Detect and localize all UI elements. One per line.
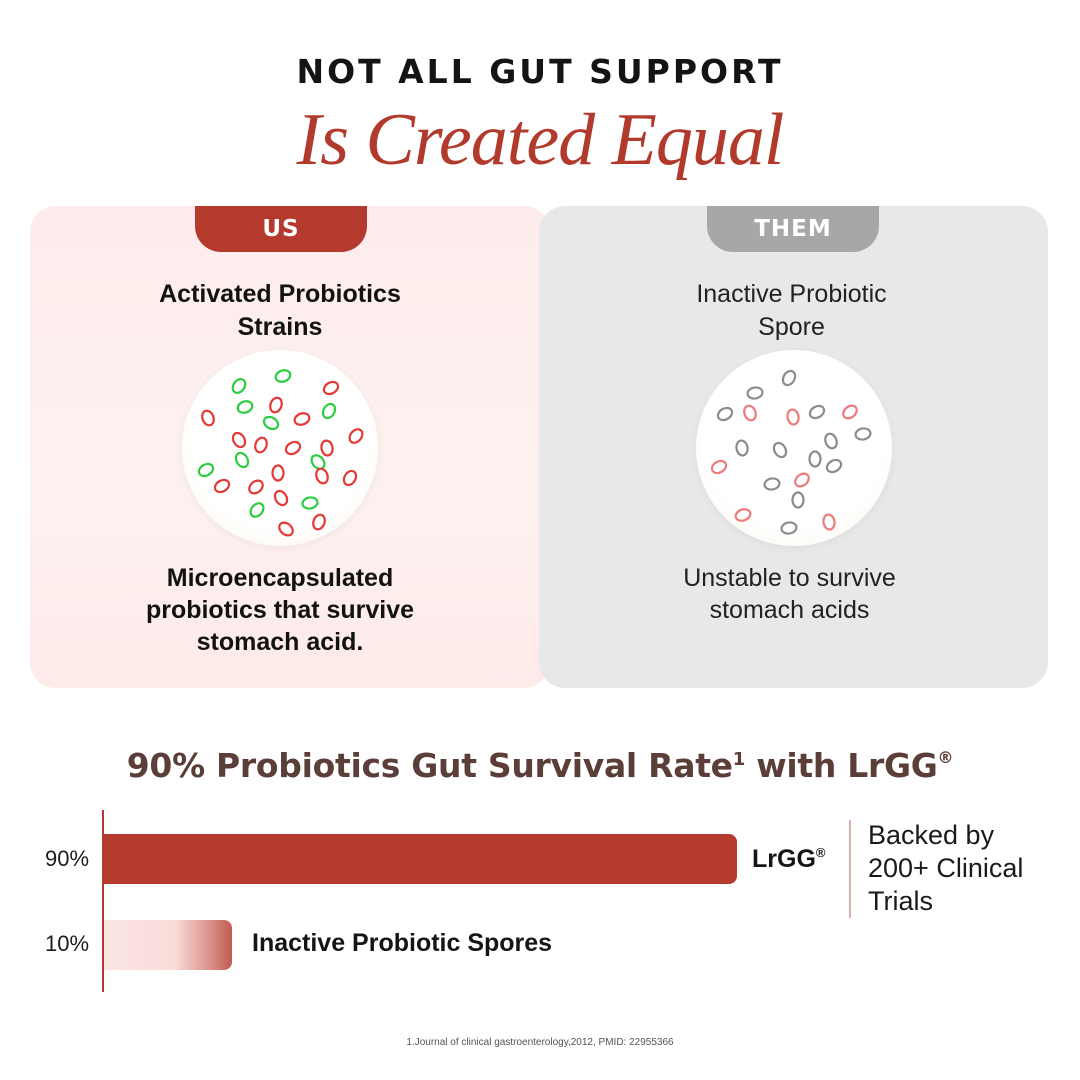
us-cells-svg <box>197 369 364 537</box>
green-probiotic-cell <box>301 496 319 510</box>
them-title: Inactive Probiotic Spore <box>537 278 1046 344</box>
pink-spore-cell <box>743 404 757 422</box>
survival-rate-title: 90% Probiotics Gut Survival Rate1 with L… <box>0 746 1080 785</box>
backed-line2: 200+ Clinical <box>868 853 1024 883</box>
green-probiotic-cell <box>234 451 250 469</box>
us-title-line2: Strains <box>237 313 323 341</box>
lrgg-name: LrGG <box>752 845 816 873</box>
red-probiotic-cell <box>231 431 247 449</box>
us-panel: US Activated Probiotics Strains Microenc… <box>30 206 550 688</box>
them-desc-line2: stomach acids <box>709 596 870 624</box>
green-probiotic-cell <box>197 462 215 478</box>
red-probiotic-cell <box>348 428 364 444</box>
pink-spore-cell <box>842 404 858 420</box>
red-probiotic-cell <box>312 513 326 531</box>
red-probiotic-cell <box>342 469 358 487</box>
green-probiotic-cell <box>231 377 247 395</box>
grey-spore-cell <box>791 491 805 509</box>
red-probiotic-cell <box>213 478 231 494</box>
grey-spore-cell <box>808 450 822 468</box>
pink-spore-cell <box>794 472 810 488</box>
activated-probiotics-illustration <box>182 350 378 546</box>
grey-spore-cell <box>824 432 838 450</box>
red-probiotic-cell <box>269 396 283 414</box>
red-probiotic-cell <box>284 440 302 456</box>
them-description: Unstable to survive stomach acids <box>535 562 1044 626</box>
red-probiotic-cell <box>201 409 215 427</box>
lrgg-percent-label: 90% <box>45 846 90 871</box>
spores-bar <box>104 920 232 970</box>
them-tab: THEM <box>707 206 879 252</box>
red-probiotic-cell <box>293 412 311 426</box>
us-title: Activated Probiotics Strains <box>30 278 530 344</box>
red-probiotic-cell <box>322 380 340 396</box>
grey-spore-cell <box>763 477 781 491</box>
heading-script-line: Is Created Equal <box>296 99 785 181</box>
footnote: 1.Journal of clinical gastroenterology,2… <box>406 1037 674 1048</box>
us-desc-line3: stomach acid. <box>196 628 364 656</box>
green-probiotic-cell <box>262 415 280 431</box>
grey-spore-cell <box>825 458 843 474</box>
registered-mark: ® <box>937 748 954 767</box>
grey-spore-cell <box>772 441 788 459</box>
lrgg-registered-mark: ® <box>815 845 826 860</box>
survival-title-footnote-mark: 1 <box>732 749 746 770</box>
them-title-line1: Inactive Probiotic <box>696 280 887 308</box>
pink-spore-cell <box>710 459 728 475</box>
green-probiotic-cell <box>249 502 265 518</box>
red-probiotic-cell <box>320 439 334 457</box>
backed-line3: Trials <box>868 886 933 916</box>
side-divider <box>849 820 851 918</box>
us-title-line1: Activated Probiotics <box>159 280 401 308</box>
red-probiotic-cell <box>271 464 285 482</box>
us-description: Microencapsulated probiotics that surviv… <box>30 562 530 658</box>
survival-title-tail: with LrGG <box>745 746 938 785</box>
lrgg-bar-label: LrGG® <box>752 845 826 874</box>
grey-spore-cell <box>781 369 797 387</box>
grey-spore-cell <box>854 427 872 441</box>
grey-spore-cell <box>716 406 734 422</box>
spores-percent-label: 10% <box>45 931 90 956</box>
green-probiotic-cell <box>321 402 337 420</box>
them-title-line2: Spore <box>758 313 825 341</box>
pink-spore-cell <box>822 513 836 531</box>
us-tab: US <box>195 206 367 252</box>
grey-spore-cell <box>735 439 749 457</box>
red-probiotic-cell <box>273 489 289 507</box>
survival-title-main: 90% Probiotics Gut Survival Rate <box>126 746 733 785</box>
spores-bar-label: Inactive Probiotic Spores <box>252 929 553 957</box>
grey-spore-cell <box>808 404 826 420</box>
grey-spore-cell <box>780 521 798 535</box>
red-probiotic-cell <box>248 479 264 495</box>
us-desc-line1: Microencapsulated <box>166 564 394 592</box>
chart-axis-line <box>102 810 104 992</box>
green-probiotic-cell <box>236 400 254 414</box>
them-panel: THEM Inactive Probiotic Spore Unstable t… <box>539 206 1048 688</box>
red-probiotic-cell <box>315 467 329 485</box>
backed-line1: Backed by <box>868 820 995 850</box>
green-probiotic-cell <box>310 454 326 470</box>
pink-spore-cell <box>734 508 752 522</box>
them-desc-line1: Unstable to survive <box>683 564 896 592</box>
pink-spore-cell <box>786 408 800 426</box>
inactive-spores-illustration <box>696 350 892 546</box>
red-probiotic-cell <box>254 436 268 454</box>
them-cells-svg <box>710 369 872 535</box>
us-desc-line2: probiotics that survive <box>145 596 415 624</box>
heading-top-line: NOT ALL GUT SUPPORT <box>296 52 784 91</box>
red-probiotic-cell <box>278 521 294 537</box>
green-probiotic-cell <box>274 369 292 383</box>
lrgg-bar <box>104 834 737 884</box>
backed-by-text: Backed by 200+ Clinical Trials <box>868 819 1068 918</box>
grey-spore-cell <box>746 386 764 400</box>
